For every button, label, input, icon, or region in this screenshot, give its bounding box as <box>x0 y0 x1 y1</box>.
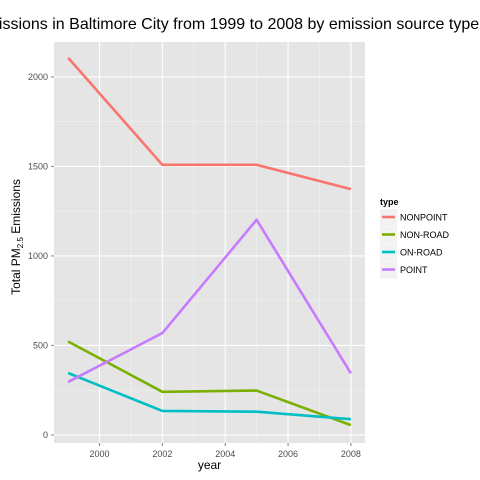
x-tick-label: 2000 <box>90 449 110 459</box>
y-tick-label: 1500 <box>28 161 48 171</box>
y-axis-ticks: 0 500 1000 1500 2000 <box>28 72 54 440</box>
series-lines <box>67 56 352 427</box>
y-tick-label: 0 <box>43 430 48 440</box>
legend: type NONPOINT NON-ROAD ON-ROAD POINT <box>380 197 449 279</box>
x-axis-ticks: 2000 2002 2004 2006 2008 <box>90 443 361 459</box>
x-tick-label: 2006 <box>278 449 298 459</box>
legend-label: NON-ROAD <box>400 230 449 240</box>
legend-title: type <box>380 197 399 207</box>
legend-label: NONPOINT <box>400 213 448 223</box>
chart-title: Emissions in Baltimore City from 1999 to… <box>0 16 479 33</box>
series-line-point <box>67 218 352 384</box>
x-tick-label: 2008 <box>341 449 361 459</box>
plot-panel <box>54 42 365 443</box>
y-axis-label: Total PM2.5 Emissions <box>9 179 25 295</box>
series-line-non-road <box>67 340 352 427</box>
series-line-on-road <box>67 371 351 421</box>
series-line-nonpoint <box>67 56 352 191</box>
x-tick-label: 2004 <box>215 449 235 459</box>
x-tick-label: 2002 <box>152 449 172 459</box>
y-tick-label: 2000 <box>28 72 48 82</box>
legend-label: POINT <box>400 265 428 275</box>
legend-label: ON-ROAD <box>400 248 443 258</box>
y-tick-label: 500 <box>33 340 48 350</box>
x-axis-label: year <box>198 458 221 472</box>
grid-major <box>54 42 365 443</box>
y-tick-label: 1000 <box>28 251 48 261</box>
